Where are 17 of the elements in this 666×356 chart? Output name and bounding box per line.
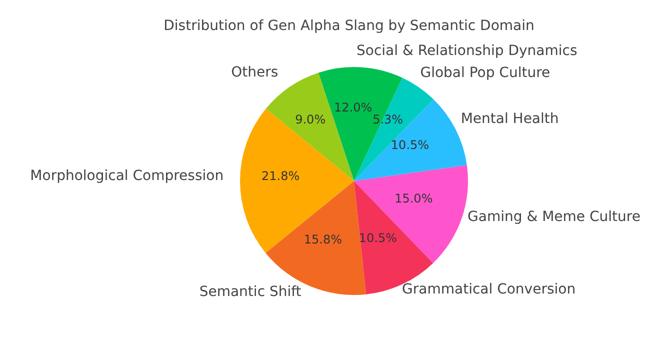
data-label: 9.0%	[295, 112, 326, 127]
slice-label: Others	[231, 64, 278, 81]
slice-label: Gaming & Meme Culture	[468, 208, 640, 225]
data-label: 15.0%	[394, 191, 433, 206]
data-label: 21.8%	[262, 168, 300, 183]
slice-label: Semantic Shift	[199, 284, 302, 300]
data-label: 10.5%	[390, 138, 430, 152]
slice-label: Global Pop Culture	[420, 64, 550, 81]
slice-label: Mental Health	[460, 111, 559, 128]
slice-label: Grammatical Conversion	[402, 282, 576, 298]
data-label: 10.5%	[358, 230, 397, 245]
chart-title: Distribution of Gen Alpha Slang by Semantic Domain	[164, 18, 534, 34]
data-label: 15.8%	[304, 232, 342, 246]
pie-slice	[354, 165, 468, 264]
data-label: 12.0%	[334, 100, 372, 115]
slice-label: Social & Relationship Dynamics	[356, 42, 578, 59]
slice-label: Morphological Compression	[30, 168, 224, 184]
